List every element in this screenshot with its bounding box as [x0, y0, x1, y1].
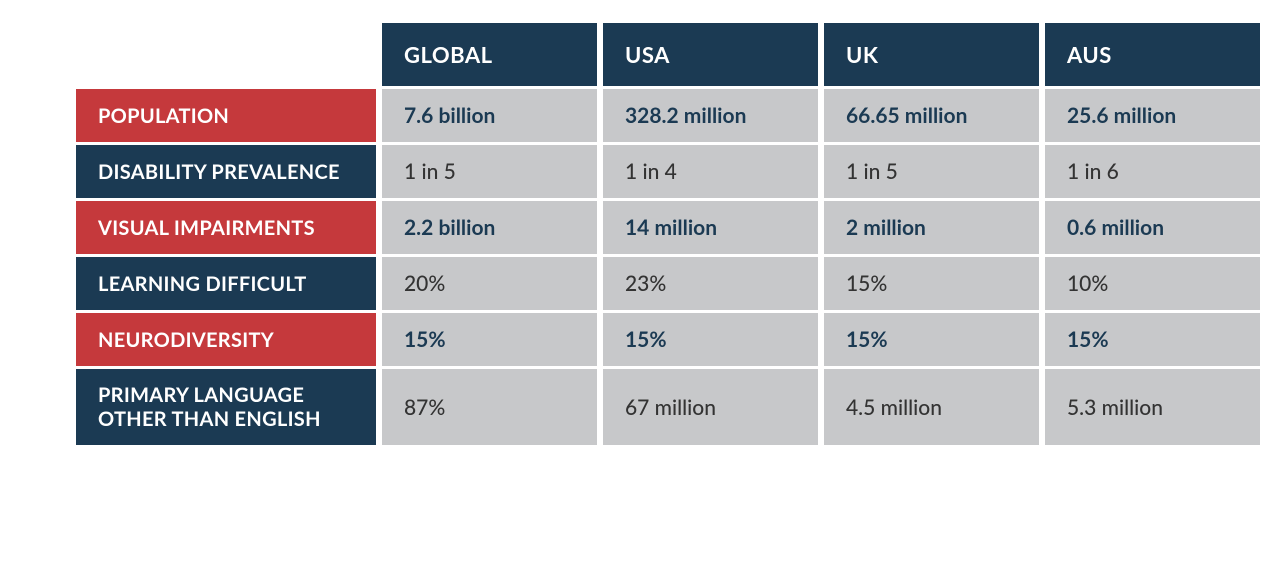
table-cell: 5.3 million	[1045, 369, 1260, 445]
row-header: PRIMARY LANGUAGE OTHER THAN ENGLISH	[76, 369, 376, 445]
table-row: LEARNING DIFFICULT20%23%15%10%	[76, 257, 1260, 310]
column-header-row: GLOBAL USA UK AUS	[76, 23, 1260, 86]
accessibility-stats-table: GLOBAL USA UK AUS POPULATION7.6 billion3…	[70, 20, 1266, 448]
table-cell: 1 in 4	[603, 145, 818, 198]
table-row: VISUAL IMPAIRMENTS2.2 billion14 million2…	[76, 201, 1260, 254]
table-container: GLOBAL USA UK AUS POPULATION7.6 billion3…	[0, 0, 1280, 488]
table-cell: 1 in 5	[824, 145, 1039, 198]
table-cell: 20%	[382, 257, 597, 310]
column-header: UK	[824, 23, 1039, 86]
table-cell: 23%	[603, 257, 818, 310]
table-cell: 15%	[382, 313, 597, 366]
table-cell: 10%	[1045, 257, 1260, 310]
table-cell: 0.6 million	[1045, 201, 1260, 254]
table-cell: 25.6 million	[1045, 89, 1260, 142]
corner-spacer	[76, 23, 376, 86]
table-cell: 15%	[1045, 313, 1260, 366]
row-header: LEARNING DIFFICULT	[76, 257, 376, 310]
table-cell: 67 million	[603, 369, 818, 445]
column-header: USA	[603, 23, 818, 86]
table-cell: 15%	[824, 257, 1039, 310]
table-cell: 14 million	[603, 201, 818, 254]
table-cell: 2 million	[824, 201, 1039, 254]
row-header: POPULATION	[76, 89, 376, 142]
table-row: NEURODIVERSITY15%15%15%15%	[76, 313, 1260, 366]
table-row: DISABILITY PREVALENCE1 in 51 in 41 in 51…	[76, 145, 1260, 198]
table-cell: 7.6 billion	[382, 89, 597, 142]
table-body: POPULATION7.6 billion328.2 million66.65 …	[76, 89, 1260, 445]
table-cell: 66.65 million	[824, 89, 1039, 142]
table-cell: 2.2 billion	[382, 201, 597, 254]
row-header: NEURODIVERSITY	[76, 313, 376, 366]
column-header: GLOBAL	[382, 23, 597, 86]
column-header: AUS	[1045, 23, 1260, 86]
table-cell: 87%	[382, 369, 597, 445]
table-cell: 1 in 5	[382, 145, 597, 198]
table-cell: 15%	[603, 313, 818, 366]
row-header: VISUAL IMPAIRMENTS	[76, 201, 376, 254]
table-cell: 4.5 million	[824, 369, 1039, 445]
table-row: PRIMARY LANGUAGE OTHER THAN ENGLISH87%67…	[76, 369, 1260, 445]
row-header: DISABILITY PREVALENCE	[76, 145, 376, 198]
table-cell: 328.2 million	[603, 89, 818, 142]
table-cell: 1 in 6	[1045, 145, 1260, 198]
table-row: POPULATION7.6 billion328.2 million66.65 …	[76, 89, 1260, 142]
table-cell: 15%	[824, 313, 1039, 366]
